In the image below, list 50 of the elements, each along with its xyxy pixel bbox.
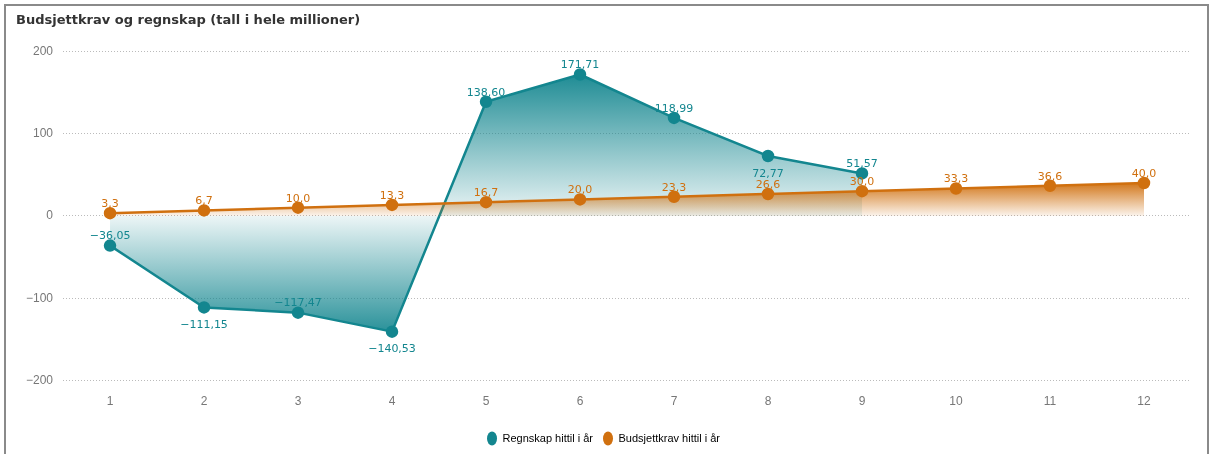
x-tick-label: 7 <box>670 394 678 409</box>
data-label: 13,3 <box>379 188 405 202</box>
x-tick-label: 1 <box>106 394 114 409</box>
x-tick-label: 6 <box>576 394 584 409</box>
data-label: 51,57 <box>846 157 878 171</box>
x-tick-label: 9 <box>858 394 866 409</box>
point <box>197 301 211 314</box>
data-label: 10,0 <box>285 191 311 205</box>
data-label: 20,0 <box>567 183 593 197</box>
y-tick-label: −100 <box>26 290 54 305</box>
y-tick-label: 0 <box>46 208 54 223</box>
data-label: 40,0 <box>1131 166 1157 180</box>
y-tick-label: 200 <box>33 43 54 58</box>
x-tick-label: 11 <box>1043 394 1057 409</box>
x-tick-label: 2 <box>200 394 208 409</box>
data-label: 36,6 <box>1037 169 1063 183</box>
data-label: 138,60 <box>466 85 506 99</box>
point <box>385 325 399 338</box>
point <box>103 239 117 252</box>
x-tick-label: 4 <box>388 394 396 409</box>
data-label: −36,05 <box>89 229 131 243</box>
y-tick-label: 100 <box>33 125 54 140</box>
data-label: 33,3 <box>943 172 969 186</box>
legend-label: Regnskap hittil i år <box>502 431 594 444</box>
y-tick-label: −200 <box>26 372 54 387</box>
data-label: 3,3 <box>101 197 119 211</box>
point <box>291 306 305 319</box>
data-label: 30,0 <box>849 175 875 189</box>
x-tick-label: 3 <box>294 394 302 409</box>
data-label: 72,77 <box>752 166 784 180</box>
point <box>573 193 587 206</box>
data-label: 16,7 <box>473 186 499 200</box>
data-label: −140,53 <box>368 342 416 356</box>
x-tick-label: 5 <box>482 394 490 409</box>
data-label: 26,6 <box>755 177 781 191</box>
data-label: −111,15 <box>180 318 228 332</box>
legend-label: Budsjettkrav hittil i år <box>618 431 721 444</box>
chart-title: Budsjettkrav og regnskap (tall i hele millioner) <box>16 12 361 27</box>
data-label: 171,71 <box>560 58 600 72</box>
x-tick-label: 8 <box>764 394 772 409</box>
data-label: −117,47 <box>274 296 322 310</box>
data-label: 23,3 <box>661 180 687 194</box>
point <box>197 204 211 217</box>
point <box>761 149 775 163</box>
data-label: 6,7 <box>195 194 213 208</box>
point <box>949 182 963 195</box>
x-tick-label: 10 <box>949 394 963 409</box>
point <box>573 68 587 81</box>
data-label: 118,99 <box>654 101 694 115</box>
x-tick-label: 12 <box>1137 394 1151 409</box>
